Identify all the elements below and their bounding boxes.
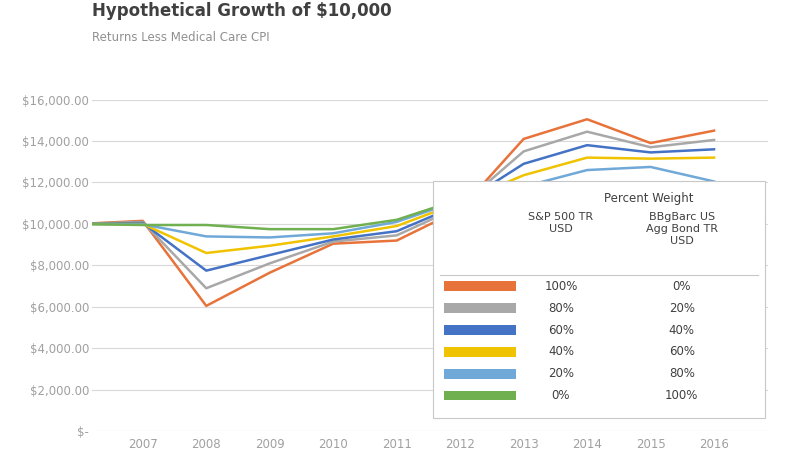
Text: 100%: 100% [544,280,578,293]
Text: BBgBarc US
Agg Bond TR
USD: BBgBarc US Agg Bond TR USD [646,212,718,246]
Text: 100%: 100% [665,389,698,402]
Text: 60%: 60% [548,323,574,337]
Text: 20%: 20% [669,301,695,315]
Text: 20%: 20% [548,367,574,380]
Text: 40%: 40% [548,346,574,358]
Text: 80%: 80% [548,301,574,315]
Text: S&P 500 TR
USD: S&P 500 TR USD [528,212,594,234]
Text: 0%: 0% [673,280,691,293]
Text: 0%: 0% [552,389,570,402]
Text: Percent Weight: Percent Weight [604,192,694,205]
FancyBboxPatch shape [434,181,765,418]
Text: 60%: 60% [669,346,695,358]
Text: 40%: 40% [669,323,695,337]
Text: 80%: 80% [669,367,694,380]
Text: Returns Less Medical Care CPI: Returns Less Medical Care CPI [92,31,270,44]
Text: Hypothetical Growth of $10,000: Hypothetical Growth of $10,000 [92,2,392,20]
